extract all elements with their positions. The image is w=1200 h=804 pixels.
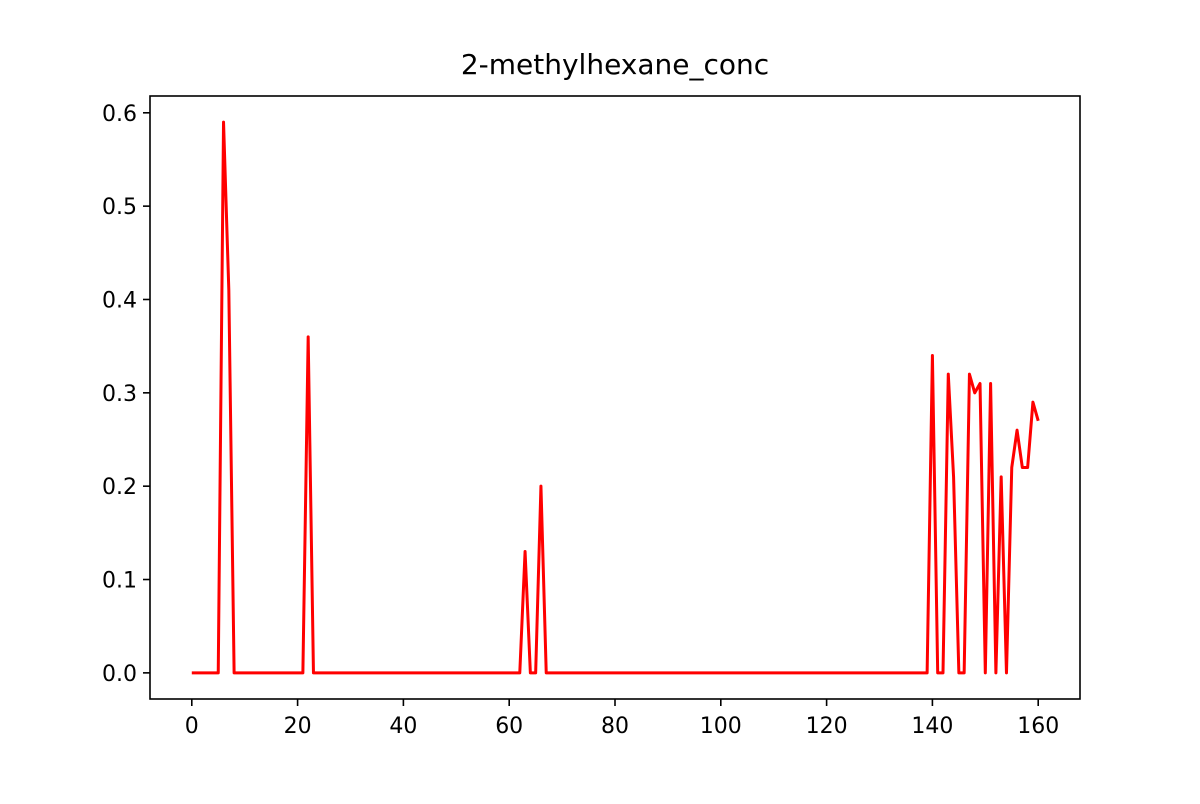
x-axis: 0 20 40 60 80 100 120 140 160 — [185, 699, 1059, 739]
x-tick-label: 140 — [911, 714, 953, 739]
y-tick-label: 0.3 — [102, 382, 137, 407]
y-tick-label: 0.5 — [102, 195, 137, 220]
x-tick-label: 60 — [495, 714, 523, 739]
series-layer — [191, 120, 1040, 675]
y-tick-label: 0.6 — [102, 102, 137, 127]
x-tick-label: 20 — [284, 714, 312, 739]
x-tick-label: 120 — [806, 714, 848, 739]
x-tick-label: 100 — [700, 714, 742, 739]
x-tick-label: 40 — [389, 714, 417, 739]
y-tick-label: 0.0 — [102, 662, 137, 687]
series-line — [191, 120, 1040, 675]
x-tick-label: 0 — [185, 714, 199, 739]
x-tick-label: 80 — [601, 714, 629, 739]
y-axis: 0.0 0.1 0.2 0.3 0.4 0.5 0.6 — [102, 102, 150, 687]
y-tick-label: 0.4 — [102, 288, 137, 313]
chart-title: 2-methylhexane_conc — [460, 48, 770, 81]
y-tick-label: 0.1 — [102, 569, 137, 594]
plot-area-frame — [149, 95, 1081, 700]
x-tick-label: 160 — [1017, 714, 1059, 739]
y-tick-label: 0.2 — [102, 475, 137, 500]
